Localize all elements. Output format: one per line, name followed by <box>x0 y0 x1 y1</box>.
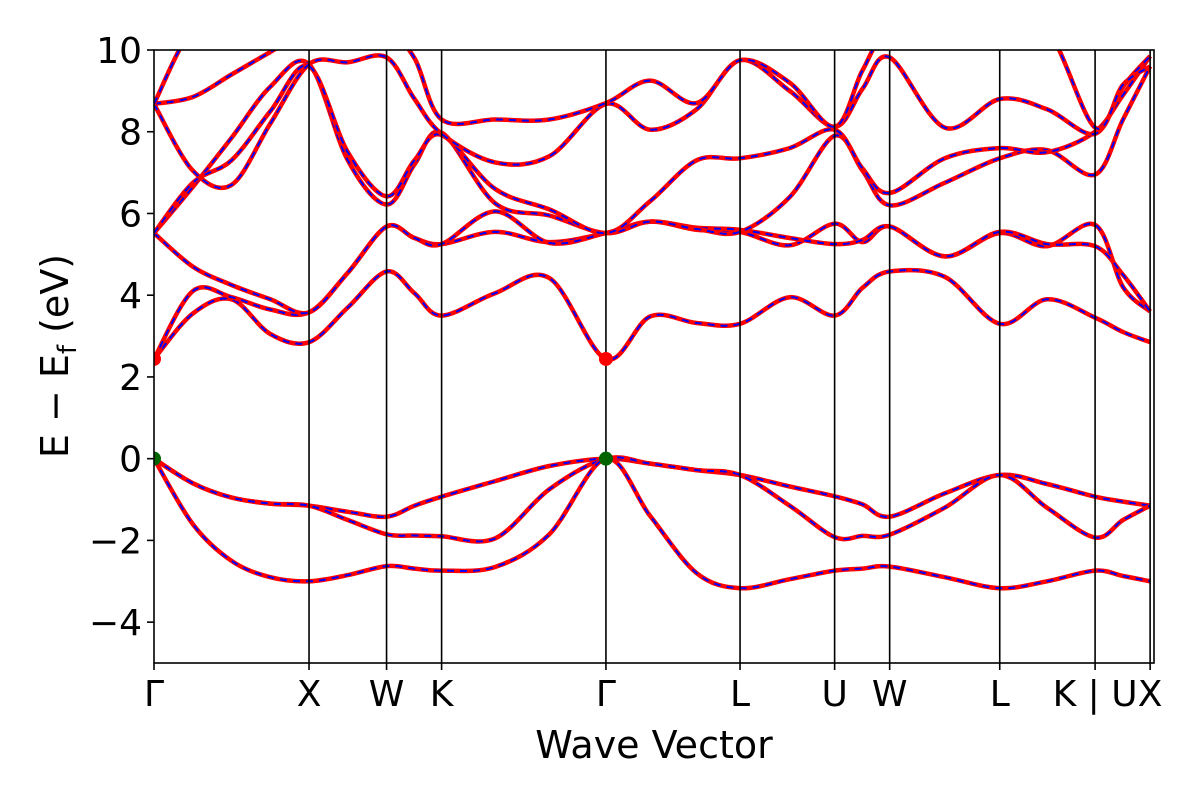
band-line-3 <box>154 456 1151 591</box>
band-line-9 <box>154 53 1152 191</box>
band-line-10 <box>154 50 1152 132</box>
x-tick-label-7: W <box>872 674 908 715</box>
y-axis-title: E − Ef (eV) <box>33 254 83 458</box>
band-overlay-3 <box>154 457 1151 590</box>
x-tick-label-2: W <box>369 674 405 715</box>
plot-frame <box>153 49 1155 664</box>
band-overlay-6 <box>154 210 1151 315</box>
bands-layer <box>154 50 1153 591</box>
x-tick-label-0: Γ <box>144 674 164 715</box>
x-tick-label-6: U <box>821 674 847 715</box>
x-tick-label-8: L <box>990 674 1010 715</box>
x-tick-label-10: X <box>1138 674 1163 715</box>
y-axis-title-unit: (eV) <box>33 254 77 345</box>
x-axis-title: Wave Vector <box>535 723 773 767</box>
band-line-6 <box>154 209 1152 316</box>
vbm-marker-4 <box>598 451 613 466</box>
y-tick-label-7: 10 <box>96 31 142 72</box>
kpoint-vertical-lines <box>308 50 1151 663</box>
y-tick-label-2: 0 <box>119 440 142 481</box>
x-tick-label-9: K | U <box>1053 674 1138 715</box>
band-line-2 <box>154 455 1152 544</box>
y-axis-ticks: −4 −2 0 2 4 6 8 10 <box>89 31 154 644</box>
y-axis-title-main: E − E <box>33 354 77 458</box>
y-tick-label-4: 4 <box>119 276 142 317</box>
x-tick-label-1: X <box>297 674 322 715</box>
cbm-marker-1 <box>154 351 161 366</box>
y-tick-label-1: −2 <box>89 521 142 562</box>
extrema-markers <box>154 351 613 466</box>
band-overlay-2 <box>154 456 1151 543</box>
band-overlay-1 <box>154 457 1151 518</box>
y-axis-title-sub: f <box>53 344 83 354</box>
band-line-5 <box>154 219 1152 361</box>
y-tick-label-0: −4 <box>89 603 142 644</box>
x-tick-label-3: K <box>430 674 455 715</box>
band-overlay-9 <box>154 54 1151 189</box>
y-tick-label-6: 8 <box>119 113 142 154</box>
band-line-1 <box>154 456 1151 520</box>
cbm-marker-2 <box>598 351 613 366</box>
y-tick-label-3: 2 <box>119 358 142 399</box>
band-overlay-10 <box>154 50 1151 130</box>
x-tick-label-4: Γ <box>596 674 616 715</box>
band-overlay-8 <box>154 55 1151 235</box>
y-tick-label-5: 6 <box>119 194 142 235</box>
vbm-marker-3 <box>154 451 161 466</box>
band-overlay-5 <box>154 220 1151 360</box>
x-tick-label-5: L <box>730 674 750 715</box>
